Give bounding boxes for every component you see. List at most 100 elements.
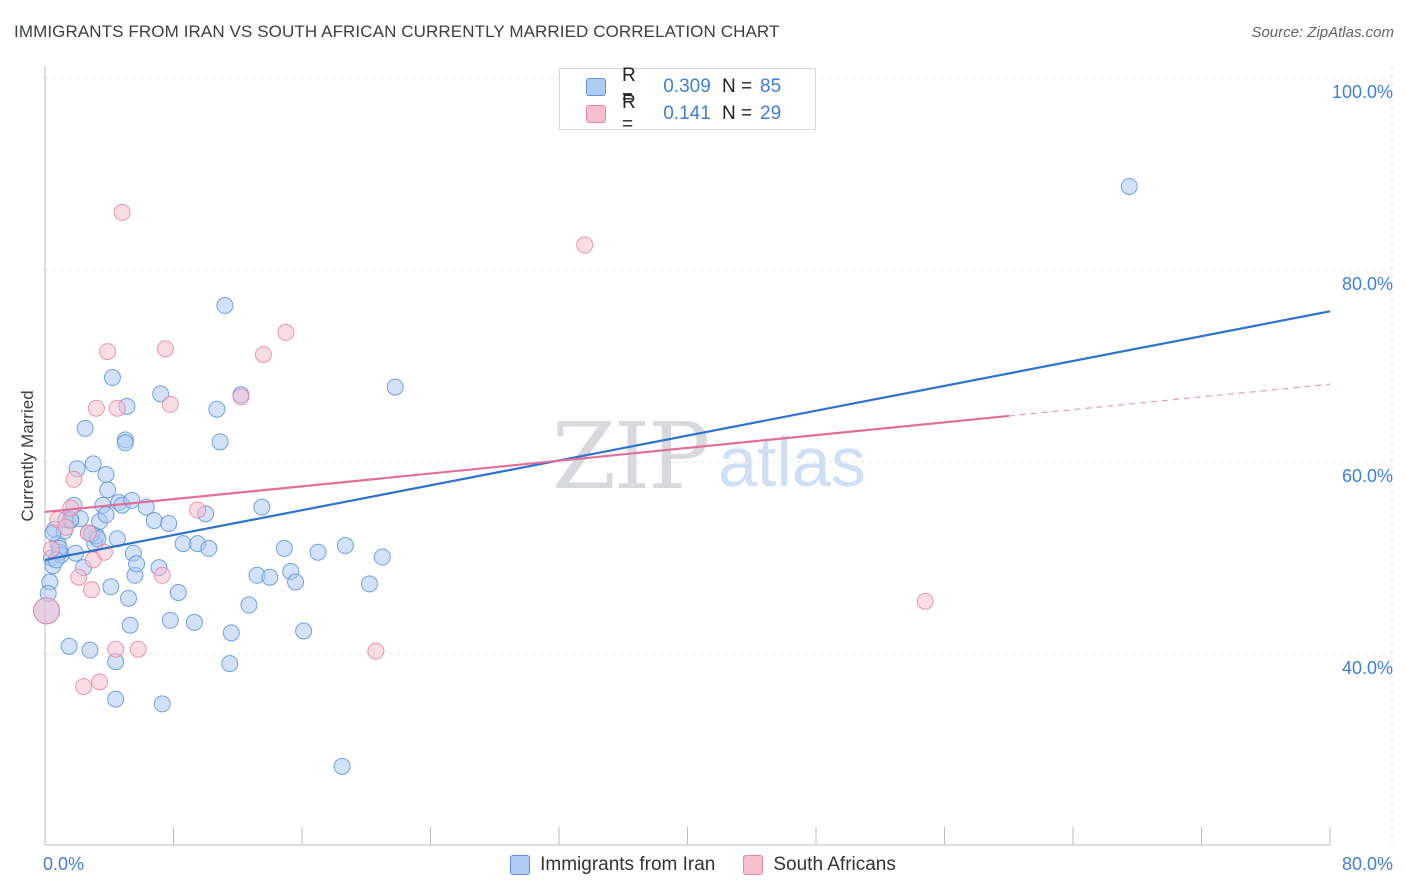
point-iran	[160, 514, 178, 532]
point-iran	[107, 690, 125, 708]
data-points	[33, 177, 1138, 775]
point-iran	[97, 506, 115, 524]
point-south-african	[277, 323, 295, 341]
trend-line-south-african	[44, 414, 1009, 514]
point-iran	[81, 641, 99, 659]
point-south-african	[254, 345, 272, 363]
series-legend-south-africans[interactable]: South Africans	[743, 854, 896, 876]
series-swatch-south-africans	[743, 855, 764, 875]
point-south-african	[83, 581, 101, 599]
point-iran	[373, 548, 391, 566]
point-iran	[333, 757, 351, 775]
trend-line-iran	[44, 310, 1331, 561]
point-iran	[60, 637, 78, 655]
series-label-iran: Immigrants from Iran	[540, 854, 716, 875]
point-iran	[1120, 177, 1138, 195]
legend-n-label: N =	[722, 103, 753, 124]
series-legend-iran[interactable]: Immigrants from Iran	[510, 854, 715, 876]
point-south-african	[232, 388, 250, 406]
legend-r-label: R =	[622, 65, 636, 108]
y-tick-label: 40.0%	[1342, 658, 1393, 678]
legend-row-iran: R = 0.309 N = 85	[586, 65, 782, 108]
point-south-african	[33, 597, 61, 625]
point-iran	[185, 613, 203, 631]
point-iran	[208, 400, 226, 418]
point-south-african	[189, 501, 207, 519]
series-legend: Immigrants from Iran South Africans	[0, 852, 1406, 878]
legend-r-value: 0.141	[663, 103, 711, 124]
point-south-african	[75, 678, 93, 696]
point-iran	[116, 434, 134, 452]
point-iran	[120, 589, 138, 607]
source-credit: Source: ZipAtlas.com	[1251, 24, 1394, 41]
series-points-south-african	[33, 203, 934, 696]
point-iran	[169, 584, 187, 602]
point-south-african	[576, 236, 594, 254]
correlation-legend: R = 0.309 N = 85 R = 0.141 N = 29	[559, 65, 816, 135]
point-iran	[287, 573, 305, 591]
point-iran	[336, 537, 354, 555]
point-south-african	[916, 592, 934, 610]
legend-n-value: 85	[760, 76, 782, 97]
legend-n-value: 29	[760, 103, 782, 124]
point-iran	[76, 419, 94, 437]
point-iran	[128, 555, 146, 573]
y-tick-label: 100.0%	[1332, 82, 1393, 102]
axes	[44, 66, 1331, 846]
legend-swatch-south-africans	[586, 105, 606, 123]
point-south-african	[161, 395, 179, 413]
point-south-african	[153, 566, 171, 584]
point-iran	[145, 512, 163, 530]
point-south-african	[65, 470, 83, 488]
y-tick-label: 60.0%	[1342, 466, 1393, 486]
chart-title: IMMIGRANTS FROM IRAN VS SOUTH AFRICAN CU…	[14, 22, 780, 41]
x-tick-label-min: 0.0%	[43, 854, 84, 874]
trend-lines	[44, 310, 1331, 561]
point-iran	[216, 297, 234, 315]
point-south-african	[70, 568, 88, 586]
point-iran	[222, 624, 240, 642]
point-south-african	[91, 673, 109, 691]
point-south-african	[367, 642, 385, 660]
point-iran	[253, 498, 271, 516]
point-south-african	[84, 551, 102, 569]
point-iran	[161, 611, 179, 629]
point-south-african	[57, 518, 75, 536]
point-iran	[84, 455, 102, 473]
point-iran	[295, 622, 313, 640]
point-iran	[153, 695, 171, 713]
legend-swatch-iran	[586, 78, 606, 96]
point-iran	[360, 575, 378, 593]
point-iran	[240, 596, 258, 614]
series-swatch-iran	[510, 855, 531, 875]
point-iran	[102, 578, 120, 596]
point-iran	[211, 433, 229, 451]
point-iran	[121, 616, 139, 634]
point-iran	[386, 378, 404, 396]
point-south-african	[108, 399, 126, 417]
point-iran	[221, 655, 239, 673]
point-iran	[103, 369, 121, 387]
legend-r-value: 0.309	[663, 76, 711, 97]
point-iran	[99, 481, 117, 499]
tick-labels: 100.0% 80.0% 60.0% 40.0% 0.0% 80.0%	[43, 82, 1393, 874]
legend-n-label: N =	[722, 76, 753, 97]
legend-row-south-africans: R = 0.141 N = 29	[586, 92, 782, 135]
point-south-african	[107, 640, 125, 658]
watermark-atlas: atlas	[718, 423, 866, 501]
series-label-south-africans: South Africans	[773, 854, 896, 875]
point-south-african	[156, 340, 174, 358]
point-iran	[309, 543, 327, 561]
point-south-african	[113, 203, 131, 221]
point-south-african	[42, 540, 60, 558]
y-tick-label: 80.0%	[1342, 274, 1393, 294]
y-axis-title: Currently Married	[18, 390, 37, 521]
legend-r-label: R =	[622, 92, 636, 135]
point-iran	[261, 568, 279, 586]
point-iran	[152, 385, 170, 403]
point-south-african	[129, 640, 147, 658]
point-iran	[123, 491, 141, 509]
point-iran	[275, 539, 293, 557]
point-iran	[174, 535, 192, 553]
